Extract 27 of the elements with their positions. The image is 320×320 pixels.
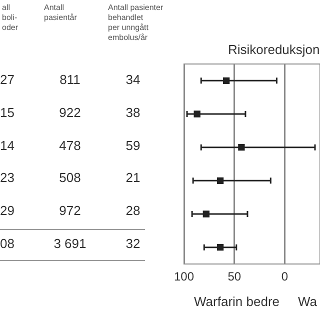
text: Antall pasienter behandlet per unngått embolus/år [108,3,164,43]
text: 38 [124,104,142,120]
text: Antall pasientår [44,3,77,23]
text: 21 [124,170,142,186]
text: 27 [0,72,14,87]
text: 34 [124,72,142,87]
text: 29 [0,203,14,218]
text: 59 [124,138,142,153]
x-tick-label: 50 [228,270,242,284]
chart-title: Risikoreduksjon [228,42,320,57]
text: 14 [0,138,14,153]
text: 3 691 [52,236,88,251]
text: 922 [58,104,82,120]
x-axis-title: Warfarin bedre [194,294,280,309]
text: 08 [0,236,14,251]
x-tick-label: 0 [281,270,288,284]
text: 972 [58,203,82,218]
x-tick-label: 100 [174,270,194,284]
text: 23 [0,170,14,186]
text: 32 [124,236,142,251]
text: 15 [0,104,14,120]
text: Wa [298,294,318,309]
text: 28 [124,203,142,218]
text: 478 [58,138,82,153]
text: 508 [58,170,82,186]
text: 811 [58,72,82,87]
text: all boli- oder [2,3,18,33]
